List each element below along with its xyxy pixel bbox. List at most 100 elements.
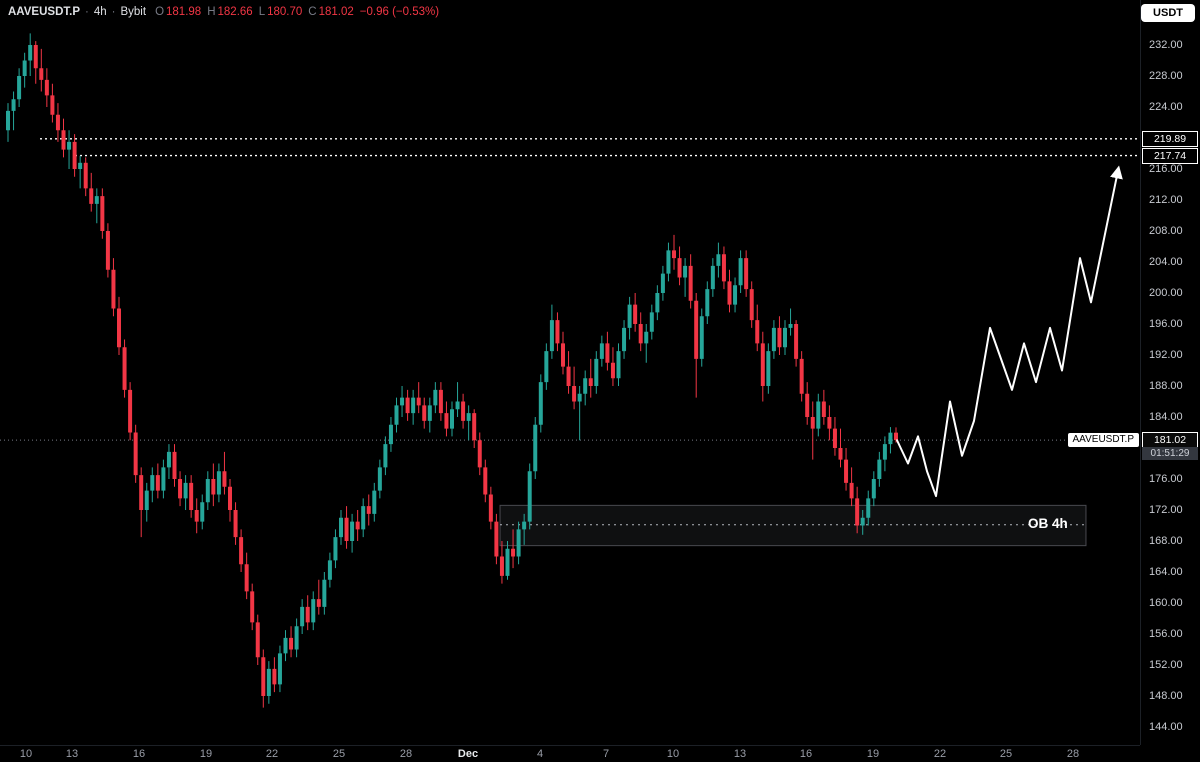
candle <box>716 254 721 266</box>
candle <box>733 285 738 305</box>
candle <box>294 626 299 650</box>
candle <box>755 320 760 344</box>
symbol-price-tag: AAVEUSDT.P <box>1067 433 1139 448</box>
symbol-title[interactable]: AAVEUSDT.P <box>8 6 80 18</box>
candle <box>228 486 232 510</box>
candle <box>161 467 166 491</box>
candle <box>339 517 343 538</box>
exchange-label[interactable]: Bybit <box>120 6 147 18</box>
candle <box>627 304 632 328</box>
candle <box>427 405 432 421</box>
candle <box>549 320 554 352</box>
time-axis-label: Dec <box>457 748 479 760</box>
time-axis-label: 28 <box>399 748 413 760</box>
candle <box>794 324 799 359</box>
time-axis-label: 25 <box>999 748 1013 760</box>
candle <box>344 517 349 541</box>
candle <box>594 358 599 386</box>
candle <box>494 521 499 557</box>
candle <box>205 479 210 503</box>
candle <box>849 482 854 499</box>
candle <box>566 366 571 386</box>
candle <box>139 475 144 510</box>
open-label: O <box>155 6 165 18</box>
candle <box>499 556 504 576</box>
candle <box>250 591 255 623</box>
candle <box>333 537 338 561</box>
candle <box>261 657 266 696</box>
candle <box>771 327 776 352</box>
candle <box>133 432 138 476</box>
order-block-box[interactable] <box>499 504 1087 547</box>
price-axis-tick: 232.00 <box>1149 39 1183 51</box>
candle <box>33 45 38 69</box>
candle <box>450 409 454 429</box>
candle <box>178 479 183 499</box>
candlestick-series[interactable] <box>6 33 898 708</box>
candle <box>72 141 77 169</box>
candle <box>244 564 249 592</box>
time-axis[interactable]: 10 13 16 19 22 25 28 Dec 4 7 10 13 16 19 22 25 28 <box>0 745 1140 762</box>
price-axis[interactable]: 219.89 217.74 181.02 01:51:29 232.00 228.… <box>1140 0 1200 745</box>
time-axis-label: 7 <box>602 748 610 760</box>
time-axis-label: 10 <box>666 748 680 760</box>
price-axis-tick: 216.00 <box>1149 163 1183 175</box>
candle <box>683 265 688 278</box>
countdown-timer: 01:51:29 <box>1142 447 1198 461</box>
candle <box>222 471 227 487</box>
candle <box>361 506 366 530</box>
candle <box>622 327 627 352</box>
candle <box>100 196 105 231</box>
time-axis-label: 4 <box>536 748 544 760</box>
candle <box>799 358 804 394</box>
candle <box>527 471 532 522</box>
candle <box>577 393 582 402</box>
candle <box>477 440 482 468</box>
candle <box>599 343 604 359</box>
candle <box>522 521 527 530</box>
candle <box>616 351 621 379</box>
candle <box>255 622 260 658</box>
candle <box>677 258 682 278</box>
legend-separator: · <box>85 6 89 18</box>
candle <box>366 506 371 514</box>
close-label: C <box>308 6 317 18</box>
price-axis-tick: 212.00 <box>1149 194 1183 206</box>
candle <box>277 653 282 685</box>
candle <box>266 668 271 696</box>
currency-toggle-button[interactable]: USDT <box>1141 4 1195 22</box>
order-block-label[interactable]: OB 4h <box>1028 515 1068 531</box>
candle <box>749 289 754 321</box>
projection-arrow[interactable] <box>896 165 1123 498</box>
time-axis-label: 25 <box>332 748 346 760</box>
price-level-label[interactable]: 217.74 <box>1142 147 1198 164</box>
candle <box>555 320 560 344</box>
price-level-label[interactable]: 219.89 <box>1142 130 1198 147</box>
candle <box>144 490 149 510</box>
price-axis-tick: 176.00 <box>1149 473 1183 485</box>
candle <box>50 95 55 115</box>
candle <box>394 405 399 425</box>
candle <box>272 668 277 685</box>
chart-pane[interactable] <box>0 0 1140 745</box>
candle <box>655 293 660 313</box>
candle <box>894 432 898 441</box>
candle <box>871 479 876 499</box>
candle <box>672 250 676 259</box>
time-axis-label: 22 <box>933 748 947 760</box>
candle <box>816 401 821 429</box>
candle <box>350 521 355 541</box>
candle <box>300 606 305 627</box>
candle <box>511 548 516 557</box>
low-value: 180.70 <box>267 6 303 18</box>
candle <box>122 347 127 390</box>
ohlc-values: O 181.98 H 182.66 L 180.70 C 181.02 −0.9… <box>155 6 439 18</box>
candle <box>666 250 671 274</box>
candle <box>383 444 388 468</box>
candle <box>572 386 577 402</box>
price-axis-tick: 164.00 <box>1149 566 1183 578</box>
candle <box>55 114 60 131</box>
interval-label[interactable]: 4h <box>93 6 107 18</box>
candle <box>738 258 743 286</box>
